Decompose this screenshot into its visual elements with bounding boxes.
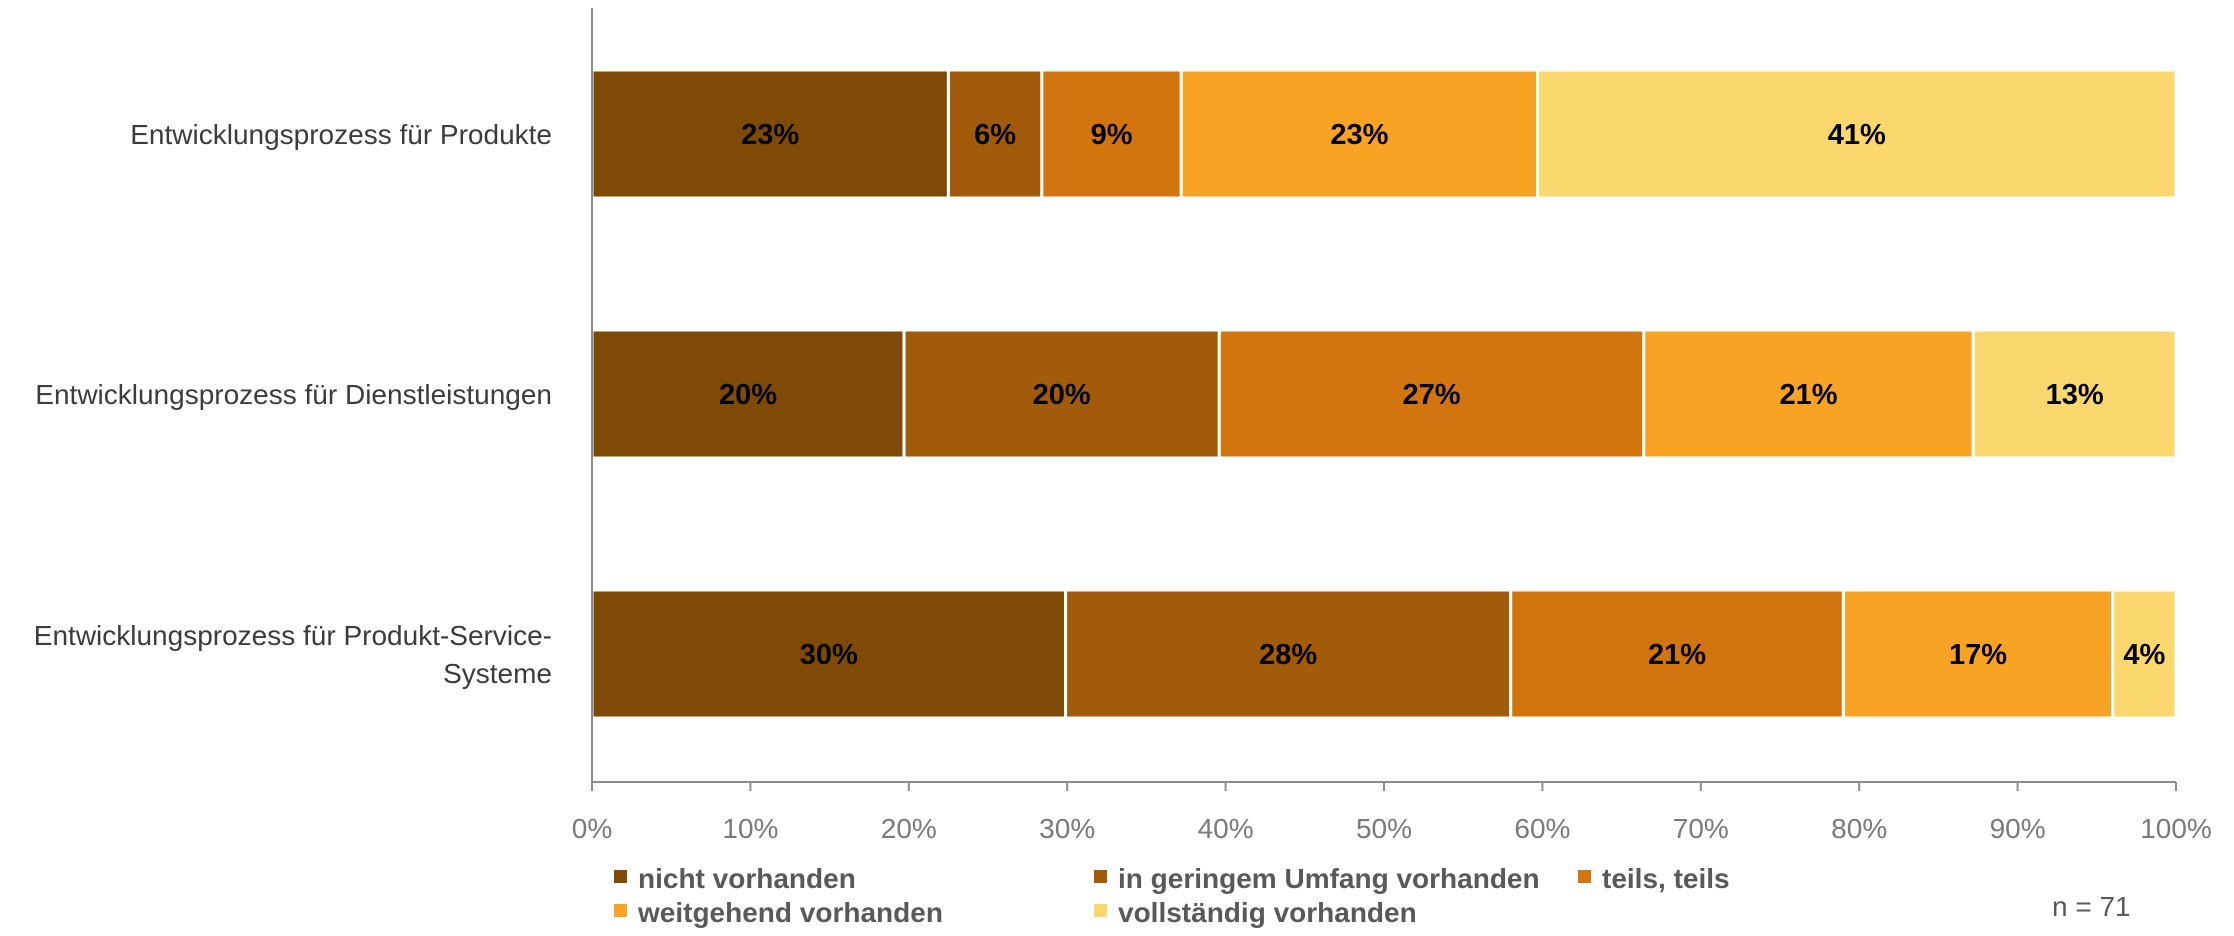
data-label: 21% xyxy=(1648,639,1706,671)
bar-segment xyxy=(1040,68,1183,200)
bar-segment xyxy=(1509,588,1845,720)
x-tick-label: 80% xyxy=(1831,813,1887,844)
x-tick-label: 90% xyxy=(1990,813,2046,844)
legend-swatch xyxy=(1578,870,1591,883)
data-label: 21% xyxy=(1779,379,1837,411)
data-label: 20% xyxy=(719,379,777,411)
bar-segment xyxy=(902,328,1221,460)
legend-label: vollständig vorhanden xyxy=(1118,897,1417,928)
data-label: 17% xyxy=(1949,639,2007,671)
bar-segment xyxy=(1642,328,1975,460)
legend-swatch xyxy=(614,904,627,917)
x-tick-label: 100% xyxy=(2140,813,2212,844)
category-label: Entwicklungsprozess für Produkt-Service- xyxy=(34,620,552,651)
category-label: Entwicklungsprozess für Dienstleistungen xyxy=(35,379,552,410)
bar-segment xyxy=(590,68,950,200)
bar-segment xyxy=(1971,328,2178,460)
bar-segments: 23% 6% 9% 23% 41% 20% 20% 27% 21% 13% 30% 28% 21% 17%… xyxy=(590,68,2178,720)
bar-segment xyxy=(1064,588,1513,720)
x-tick-label: 60% xyxy=(1514,813,1570,844)
legend-label: nicht vorhanden xyxy=(638,863,856,894)
category-label: Systeme xyxy=(443,658,552,689)
legend-label: weitgehend vorhanden xyxy=(637,897,943,928)
bar-segment xyxy=(2111,588,2178,720)
data-label: 23% xyxy=(741,119,799,151)
legend-swatch xyxy=(1094,870,1107,883)
data-label: 13% xyxy=(2046,379,2104,411)
x-tick-label: 10% xyxy=(722,813,778,844)
axes xyxy=(591,8,2177,791)
bar-segment xyxy=(1536,68,2178,200)
bar-segment xyxy=(1841,588,2115,720)
legend-swatch xyxy=(614,870,627,883)
sample-size-note: n = 71 xyxy=(2052,891,2131,922)
x-tick-label: 70% xyxy=(1673,813,1729,844)
data-label: 23% xyxy=(1330,119,1388,151)
data-label: 20% xyxy=(1033,379,1091,411)
data-label: 9% xyxy=(1091,119,1133,151)
category-label: Entwicklungsprozess für Produkte xyxy=(130,119,552,150)
x-tick-labels: 0% 10% 20% 30% 40% 50% 60% 70% 80% 90% 100% xyxy=(572,813,2212,844)
bar-segment xyxy=(1179,68,1540,200)
data-label: 4% xyxy=(2123,639,2165,671)
x-tick-label: 40% xyxy=(1198,813,1254,844)
data-label: 28% xyxy=(1259,639,1317,671)
category-labels: Entwicklungsprozess für Produkte Entwickl… xyxy=(34,119,552,689)
data-label: 41% xyxy=(1828,119,1886,151)
legend-label: teils, teils xyxy=(1602,863,1730,894)
data-label: 30% xyxy=(800,639,858,671)
bar-segment xyxy=(1217,328,1646,460)
data-label: 27% xyxy=(1402,379,1460,411)
bar-segment xyxy=(946,68,1044,200)
legend-label: in geringem Umfang vorhanden xyxy=(1118,863,1540,894)
x-tick-label: 30% xyxy=(1039,813,1095,844)
x-tick-label: 50% xyxy=(1356,813,1412,844)
data-label: 6% xyxy=(974,119,1016,151)
legend-swatch xyxy=(1094,904,1107,917)
x-tick-label: 0% xyxy=(572,813,612,844)
x-tick-label: 20% xyxy=(881,813,937,844)
legend: nicht vorhanden in geringem Umfang vorhan… xyxy=(614,863,1730,928)
